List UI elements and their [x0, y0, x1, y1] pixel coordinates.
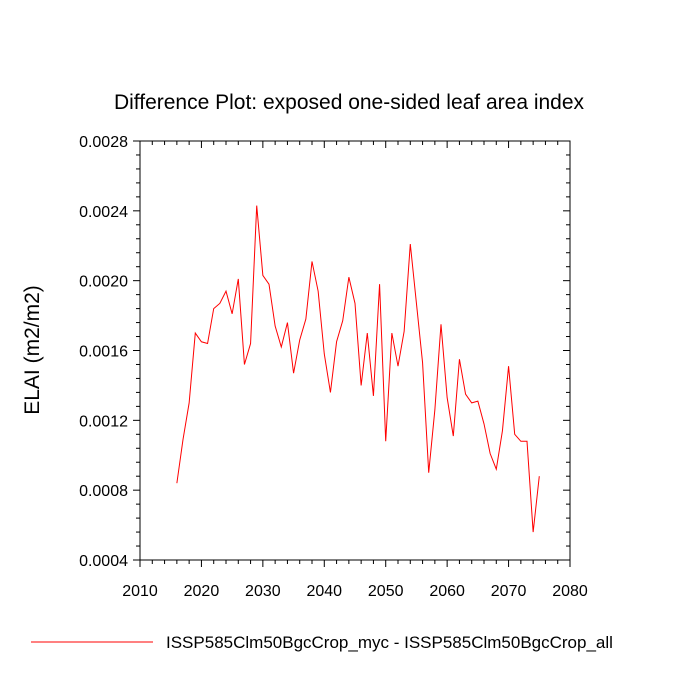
x-tick-label: 2080 — [552, 583, 588, 600]
x-tick-label: 2020 — [184, 583, 220, 600]
y-tick-label: 0.0008 — [79, 483, 128, 500]
y-axis-label: ELAI (m2/m2) — [21, 285, 44, 415]
plot-border — [139, 140, 571, 561]
y-tick-label: 0.0004 — [79, 553, 128, 570]
chart-title: Difference Plot: exposed one-sided leaf … — [114, 91, 585, 114]
x-tick-label: 2070 — [491, 583, 527, 600]
x-tick-labels: 2010 2020 2030 2040 2050 2060 2070 2080 — [122, 583, 588, 600]
x-tick-label: 2050 — [368, 583, 404, 600]
plot-frame — [139, 140, 571, 561]
legend-series-label: ISSP585Clm50BgcCrop_myc - ISSP585Clm50Bg… — [166, 633, 613, 652]
y-tick-label: 0.0024 — [79, 204, 128, 221]
y-tick-labels: 0.0004 0.0008 0.0012 0.0016 0.0020 0.0024 0.00… — [79, 134, 128, 570]
x-tick-label: 2060 — [429, 583, 465, 600]
y-tick-label: 0.0012 — [79, 413, 128, 430]
major-ticks — [133, 140, 571, 567]
y-tick-label: 0.0028 — [79, 134, 128, 151]
minor-ticks — [136, 141, 570, 564]
y-tick-label: 0.0020 — [79, 274, 128, 291]
series-layer — [176, 205, 540, 533]
series-line — [176, 205, 540, 533]
x-tick-label: 2040 — [306, 583, 342, 600]
legend: ISSP585Clm50BgcCrop_myc - ISSP585Clm50Bg… — [31, 633, 613, 652]
x-tick-label: 2030 — [245, 583, 281, 600]
x-tick-label: 2010 — [122, 583, 158, 600]
y-tick-label: 0.0016 — [79, 344, 128, 361]
